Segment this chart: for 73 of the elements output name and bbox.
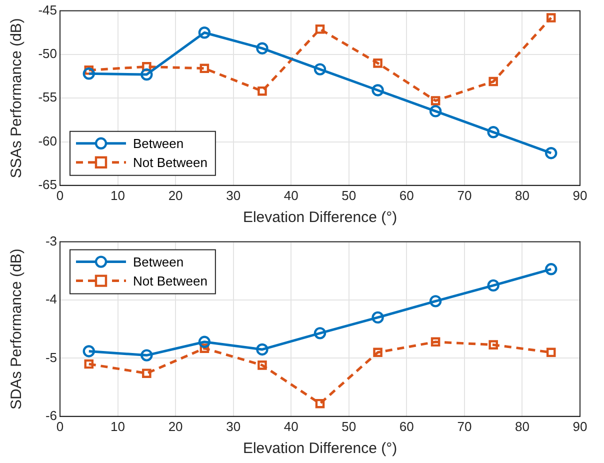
point [372, 84, 384, 96]
x-tick-label: 90 [572, 188, 588, 203]
x-tick-label: 60 [399, 418, 414, 434]
point [429, 295, 442, 308]
x-tick-label: 70 [457, 188, 472, 203]
legend-label: Not Between [133, 273, 208, 288]
y-tick-label: -45 [38, 2, 57, 18]
point [258, 360, 267, 370]
y-tick-label: -5 [45, 350, 57, 365]
point [82, 68, 95, 80]
point [315, 398, 325, 408]
x-axis-title: Elevation Difference (°) [242, 209, 398, 226]
x-tick-label: 60 [399, 188, 414, 203]
y-tick-label: -6 [45, 408, 57, 423]
point [545, 263, 558, 276]
point [487, 126, 500, 138]
point [487, 279, 500, 292]
x-tick-label: 30 [226, 418, 241, 434]
point [200, 64, 210, 74]
point [488, 76, 498, 86]
point [545, 147, 558, 160]
x-tick-label: 80 [514, 188, 530, 203]
point [256, 42, 268, 54]
x-axis-title: Elevation Difference (°) [242, 440, 398, 458]
point [142, 368, 152, 378]
point [314, 327, 326, 340]
x-tick-label: 40 [284, 188, 298, 203]
point [315, 24, 325, 34]
point [84, 359, 94, 369]
point [200, 344, 210, 353]
x-tick-label: 10 [110, 188, 126, 203]
point [198, 336, 211, 348]
x-tick-label: 30 [226, 188, 241, 203]
x-tick-label: 10 [110, 418, 126, 434]
y-tick-label: -60 [38, 133, 57, 148]
x-tick-label: 50 [342, 188, 356, 203]
x-tick-label: 20 [168, 188, 183, 203]
point [373, 348, 382, 358]
point [82, 345, 95, 358]
x-tick-label: 70 [457, 418, 472, 434]
x-tick-label: 40 [284, 418, 298, 434]
x-tick-label: 0 [56, 188, 64, 203]
point [84, 66, 94, 75]
point [430, 337, 440, 347]
point [140, 68, 153, 81]
point [256, 343, 268, 356]
legend-label: Between [133, 254, 184, 270]
point [198, 26, 211, 39]
point [258, 86, 267, 96]
point [142, 62, 152, 72]
point [372, 311, 384, 324]
point [430, 96, 440, 106]
point [488, 340, 498, 350]
x-tick-label: 0 [56, 418, 64, 434]
point [546, 348, 556, 358]
legend-label: Between [133, 136, 184, 151]
point [429, 105, 442, 118]
point [140, 349, 153, 362]
point [373, 58, 382, 68]
legend-label: Not Between [133, 154, 208, 170]
x-tick-label: 20 [168, 418, 183, 434]
y-tick-label: -50 [38, 46, 57, 62]
x-tick-label: 50 [342, 418, 356, 434]
y-tick-label: -55 [38, 90, 57, 105]
point [314, 63, 326, 76]
y-tick-label: -65 [38, 176, 57, 192]
x-tick-label: 90 [572, 418, 588, 434]
y-tick-label: -4 [45, 292, 57, 307]
x-tick-label: 80 [514, 418, 530, 434]
point [546, 13, 556, 22]
y-axis-title: SDAs Performance (dB) [8, 248, 26, 410]
y-axis-title: SSAs Performance (dB) [8, 18, 26, 178]
y-tick-label: -3 [45, 233, 57, 248]
